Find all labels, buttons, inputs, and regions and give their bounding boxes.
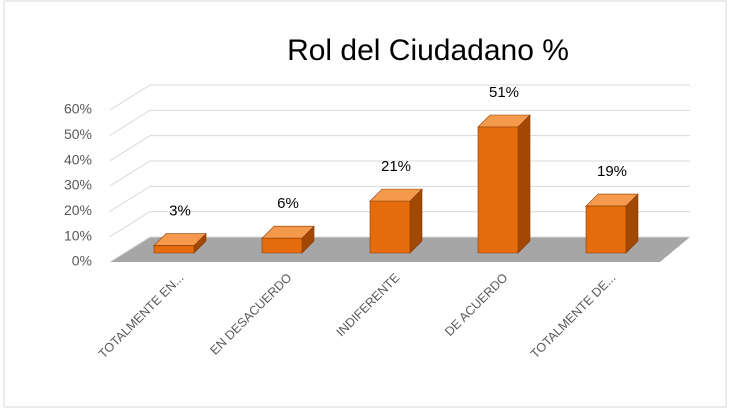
- y-tick-label: 30%: [64, 177, 92, 193]
- value-label: 21%: [381, 158, 411, 175]
- y-tick-label: 20%: [64, 202, 92, 218]
- bar-side: [517, 114, 531, 254]
- value-label: 51%: [489, 84, 519, 101]
- bar-front: [369, 200, 411, 254]
- value-label: 3%: [169, 203, 191, 220]
- bar: [261, 225, 315, 254]
- bar-front: [477, 126, 519, 254]
- y-tick-label: 60%: [64, 101, 92, 117]
- bar-front: [585, 205, 627, 254]
- bar: [585, 193, 639, 254]
- grid-line: [109, 84, 690, 111]
- y-tick-label: 40%: [64, 151, 92, 167]
- value-label: 19%: [597, 163, 627, 180]
- chart-title: Rol del Ciudadano %: [287, 34, 569, 67]
- bar: [153, 232, 207, 254]
- bar: [369, 188, 423, 254]
- grid-line: [109, 109, 690, 136]
- bar: [477, 114, 531, 254]
- y-tick-label: 50%: [64, 126, 92, 142]
- bar-front: [153, 245, 195, 254]
- bar-front: [261, 237, 303, 254]
- value-label: 6%: [277, 195, 299, 212]
- y-tick-label: 10%: [64, 227, 92, 243]
- y-tick-label: 0%: [72, 253, 92, 269]
